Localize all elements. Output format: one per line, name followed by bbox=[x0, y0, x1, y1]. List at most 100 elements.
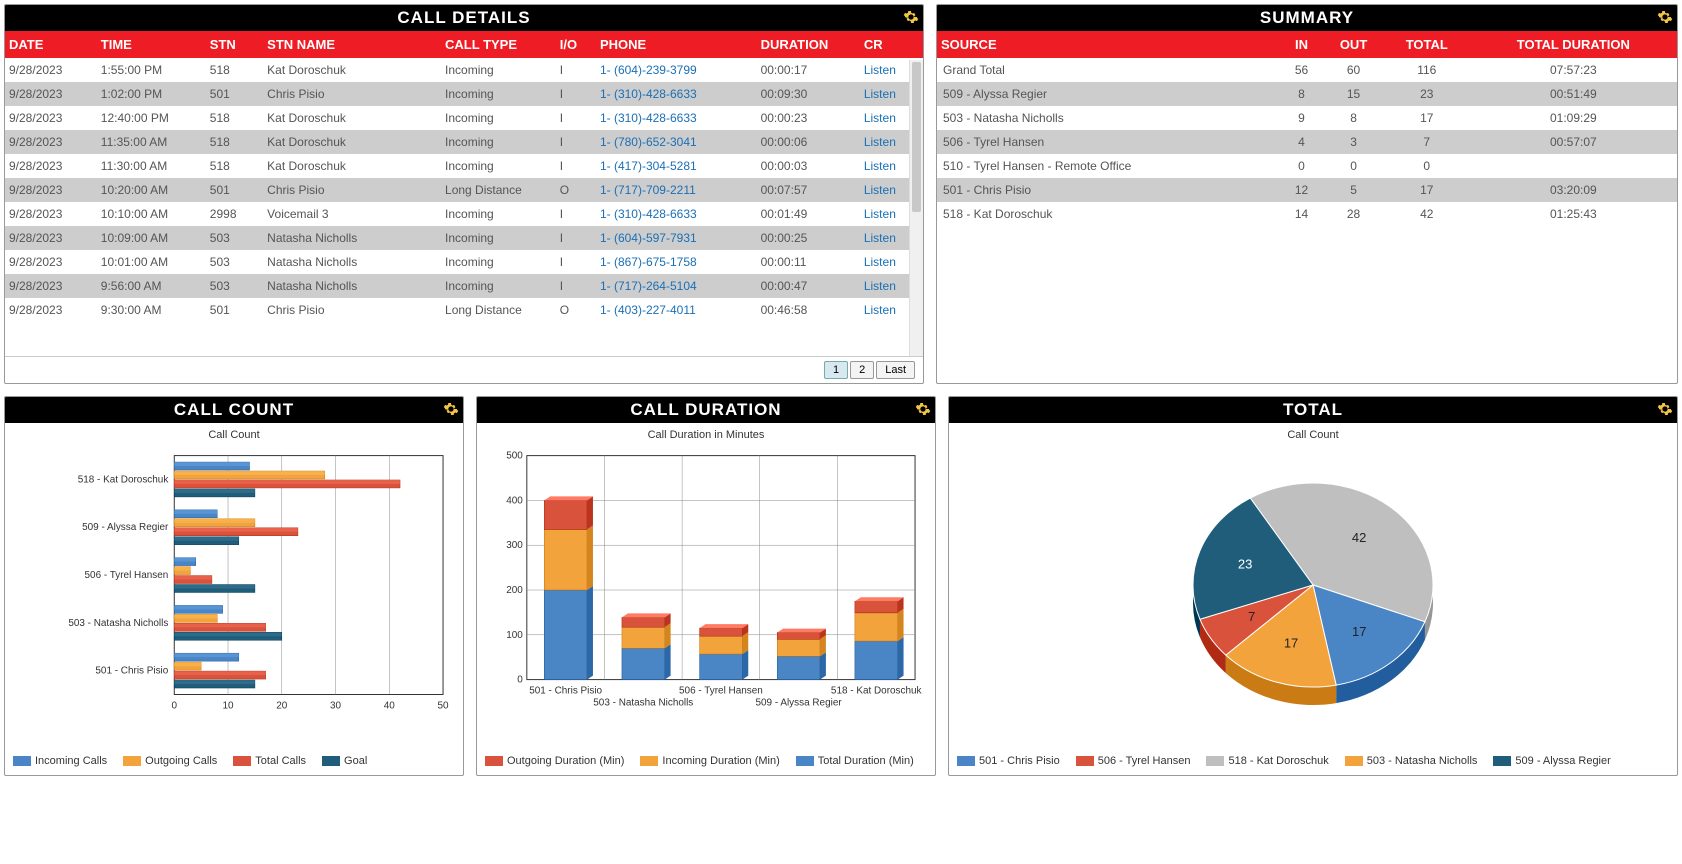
table-row[interactable]: 9/28/202311:30:00 AM518Kat DoroschukInco… bbox=[5, 154, 923, 178]
phone-link[interactable]: 1- (310)-428-6633 bbox=[600, 207, 697, 221]
table-row[interactable]: 9/28/20239:56:00 AM503Natasha NichollsIn… bbox=[5, 274, 923, 298]
table-cell: 00:51:49 bbox=[1470, 82, 1677, 106]
table-row[interactable]: 9/28/202310:20:00 AM501Chris PisioLong D… bbox=[5, 178, 923, 202]
table-row[interactable]: 9/28/202310:10:00 AM2998Voicemail 3Incom… bbox=[5, 202, 923, 226]
column-header[interactable]: DATE bbox=[5, 31, 97, 58]
listen-link[interactable]: Listen bbox=[864, 303, 896, 317]
table-cell bbox=[1470, 154, 1677, 178]
column-header[interactable]: TOTAL DURATION bbox=[1470, 31, 1677, 58]
table-cell: 17 bbox=[1384, 178, 1470, 202]
table-cell: I bbox=[556, 82, 596, 106]
column-header[interactable]: PHONE bbox=[596, 31, 757, 58]
total-title: TOTAL bbox=[949, 397, 1677, 423]
table-row[interactable]: Grand Total566011607:57:23 bbox=[937, 58, 1677, 82]
table-cell: Long Distance bbox=[441, 298, 556, 322]
listen-link[interactable]: Listen bbox=[864, 207, 896, 221]
column-header[interactable]: CALL TYPE bbox=[441, 31, 556, 58]
phone-link[interactable]: 1- (717)-709-2211 bbox=[600, 183, 696, 197]
phone-link[interactable]: 1- (310)-428-6633 bbox=[600, 87, 697, 101]
table-cell: Incoming bbox=[441, 130, 556, 154]
table-row[interactable]: 9/28/20239:30:00 AM501Chris PisioLong Di… bbox=[5, 298, 923, 322]
scrollbar[interactable] bbox=[909, 60, 923, 356]
column-header[interactable]: I/O bbox=[556, 31, 596, 58]
table-cell: Natasha Nicholls bbox=[263, 226, 441, 250]
table-cell: 503 bbox=[206, 226, 263, 250]
table-cell: Incoming bbox=[441, 274, 556, 298]
table-cell: Incoming bbox=[441, 106, 556, 130]
page-button[interactable]: 2 bbox=[850, 361, 874, 379]
table-cell: 01:25:43 bbox=[1470, 202, 1677, 226]
table-row[interactable]: 501 - Chris Pisio1251703:20:09 bbox=[937, 178, 1677, 202]
svg-text:40: 40 bbox=[384, 700, 396, 711]
gear-icon[interactable] bbox=[915, 401, 931, 417]
table-cell: Incoming bbox=[441, 202, 556, 226]
table-cell: 9/28/2023 bbox=[5, 250, 97, 274]
table-cell: 00:01:49 bbox=[757, 202, 860, 226]
table-row[interactable]: 9/28/202312:40:00 PM518Kat DoroschukInco… bbox=[5, 106, 923, 130]
legend-item: 506 - Tyrel Hansen bbox=[1076, 755, 1191, 767]
column-header[interactable]: DURATION bbox=[757, 31, 860, 58]
table-cell: 9/28/2023 bbox=[5, 202, 97, 226]
column-header[interactable]: STN NAME bbox=[263, 31, 441, 58]
table-row[interactable]: 9/28/202311:35:00 AM518Kat DoroschukInco… bbox=[5, 130, 923, 154]
gear-icon[interactable] bbox=[903, 9, 919, 25]
table-row[interactable]: 509 - Alyssa Regier8152300:51:49 bbox=[937, 82, 1677, 106]
phone-link[interactable]: 1- (403)-227-4011 bbox=[600, 303, 696, 317]
listen-link[interactable]: Listen bbox=[864, 183, 896, 197]
column-header[interactable]: IN bbox=[1280, 31, 1323, 58]
listen-link[interactable]: Listen bbox=[864, 255, 896, 269]
table-cell: Kat Doroschuk bbox=[263, 154, 441, 178]
table-row[interactable]: 503 - Natasha Nicholls981701:09:29 bbox=[937, 106, 1677, 130]
total-title-text: TOTAL bbox=[1283, 400, 1343, 419]
page-last-button[interactable]: Last bbox=[876, 361, 915, 379]
table-row[interactable]: 510 - Tyrel Hansen - Remote Office000 bbox=[937, 154, 1677, 178]
listen-link[interactable]: Listen bbox=[864, 87, 896, 101]
column-header[interactable]: STN bbox=[206, 31, 263, 58]
column-header[interactable]: SOURCE bbox=[937, 31, 1280, 58]
column-header[interactable]: TOTAL bbox=[1384, 31, 1470, 58]
table-cell: 1- (604)-597-7931 bbox=[596, 226, 757, 250]
listen-link[interactable]: Listen bbox=[864, 231, 896, 245]
table-cell: 8 bbox=[1323, 106, 1384, 130]
phone-link[interactable]: 1- (310)-428-6633 bbox=[600, 111, 697, 125]
table-cell: 1- (310)-428-6633 bbox=[596, 202, 757, 226]
table-cell: 00:00:23 bbox=[757, 106, 860, 130]
phone-link[interactable]: 1- (717)-264-5104 bbox=[600, 279, 697, 293]
phone-link[interactable]: 1- (604)-597-7931 bbox=[600, 231, 697, 245]
phone-link[interactable]: 1- (604)-239-3799 bbox=[600, 63, 697, 77]
gear-icon[interactable] bbox=[443, 401, 459, 417]
table-cell: O bbox=[556, 298, 596, 322]
listen-link[interactable]: Listen bbox=[864, 63, 896, 77]
table-cell: 1:55:00 PM bbox=[97, 58, 206, 82]
table-row[interactable]: 9/28/20231:55:00 PM518Kat DoroschukIncom… bbox=[5, 58, 923, 82]
column-header[interactable]: TIME bbox=[97, 31, 206, 58]
phone-link[interactable]: 1- (867)-675-1758 bbox=[600, 255, 697, 269]
column-header[interactable]: OUT bbox=[1323, 31, 1384, 58]
table-row[interactable]: 518 - Kat Doroschuk14284201:25:43 bbox=[937, 202, 1677, 226]
table-row[interactable]: 9/28/202310:09:00 AM503Natasha NichollsI… bbox=[5, 226, 923, 250]
phone-link[interactable]: 1- (417)-304-5281 bbox=[600, 159, 697, 173]
listen-link[interactable]: Listen bbox=[864, 135, 896, 149]
svg-text:17: 17 bbox=[1352, 624, 1366, 639]
listen-link[interactable]: Listen bbox=[864, 279, 896, 293]
phone-link[interactable]: 1- (780)-652-3041 bbox=[600, 135, 697, 149]
table-cell: 501 bbox=[206, 298, 263, 322]
svg-text:503 - Natasha Nicholls: 503 - Natasha Nicholls bbox=[68, 618, 168, 629]
table-cell: 2998 bbox=[206, 202, 263, 226]
table-row[interactable]: 9/28/20231:02:00 PM501Chris PisioIncomin… bbox=[5, 82, 923, 106]
gear-icon[interactable] bbox=[1657, 9, 1673, 25]
table-row[interactable]: 506 - Tyrel Hansen43700:57:07 bbox=[937, 130, 1677, 154]
table-cell: 7 bbox=[1384, 130, 1470, 154]
table-cell: 9:30:00 AM bbox=[97, 298, 206, 322]
call-details-table: DATETIMESTNSTN NAMECALL TYPEI/OPHONEDURA… bbox=[5, 31, 923, 322]
table-cell: 11:30:00 AM bbox=[97, 154, 206, 178]
table-cell: 10:09:00 AM bbox=[97, 226, 206, 250]
column-header[interactable]: CR bbox=[860, 31, 923, 58]
page-button[interactable]: 1 bbox=[824, 361, 848, 379]
listen-link[interactable]: Listen bbox=[864, 111, 896, 125]
table-row[interactable]: 9/28/202310:01:00 AM503Natasha NichollsI… bbox=[5, 250, 923, 274]
listen-link[interactable]: Listen bbox=[864, 159, 896, 173]
table-cell: 00:07:57 bbox=[757, 178, 860, 202]
gear-icon[interactable] bbox=[1657, 401, 1673, 417]
svg-text:0: 0 bbox=[172, 700, 178, 711]
